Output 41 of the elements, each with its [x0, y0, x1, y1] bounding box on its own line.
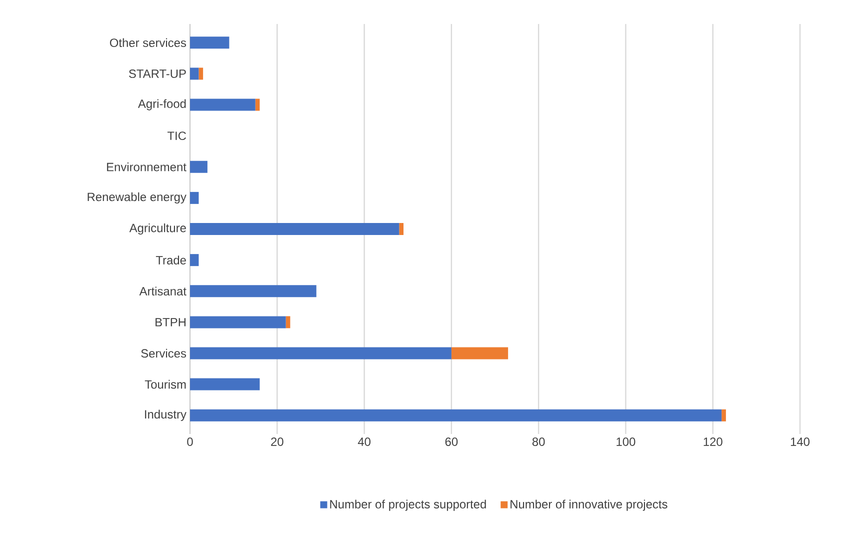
bar — [190, 254, 199, 266]
y-tick-label: Renewable energy — [88, 192, 186, 204]
y-tick-label: Other services — [110, 38, 186, 48]
bar — [451, 347, 508, 360]
bar — [190, 68, 199, 80]
y-tick-label: Agri-food — [138, 99, 186, 110]
bar — [190, 192, 199, 204]
x-tick-label: 40 — [358, 438, 370, 446]
bar — [286, 316, 290, 328]
y-tick-label: BTPH — [156, 318, 186, 326]
y-tick-label: START-UP — [129, 69, 186, 78]
bar — [722, 409, 726, 422]
y-tick-label: Agriculture — [129, 223, 186, 235]
bar — [190, 160, 208, 173]
x-tick-label: 100 — [616, 438, 636, 446]
bar — [190, 347, 452, 360]
y-tick-label: Industry — [145, 410, 186, 421]
bar — [399, 223, 404, 236]
y-tick-label: Services — [141, 348, 186, 358]
legend-label: Number of innovative projects — [510, 500, 668, 511]
x-tick-label: 20 — [271, 438, 284, 446]
y-tick-label: Trade — [156, 256, 186, 264]
bar — [190, 409, 722, 422]
x-tick-label: 60 — [445, 438, 458, 446]
y-tick-label: TIC — [167, 132, 186, 140]
y-tick-label: Tourism — [144, 380, 186, 389]
x-tick-label: 80 — [532, 438, 545, 446]
bar — [190, 378, 260, 390]
x-tick-label: 0 — [187, 438, 193, 446]
y-tick-label: Artisanat — [139, 286, 186, 296]
y-tick-label: Environnement — [107, 162, 186, 172]
bar — [190, 223, 400, 236]
bar — [190, 285, 316, 298]
bar — [255, 98, 260, 111]
bar — [190, 98, 256, 111]
bar — [190, 316, 286, 328]
bar — [190, 36, 230, 49]
x-tick-label: 140 — [790, 438, 810, 446]
bar — [198, 68, 204, 80]
legend-label: Number of projects supported — [330, 500, 486, 511]
x-tick-label: 120 — [704, 438, 722, 446]
